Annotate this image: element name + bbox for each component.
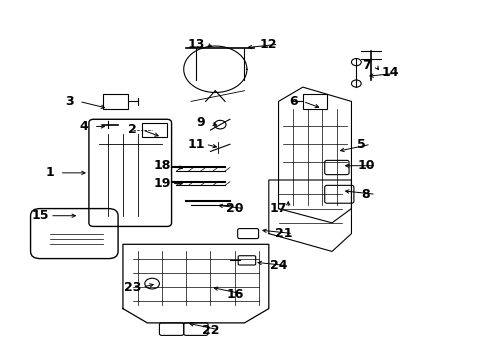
Text: 2: 2 xyxy=(128,123,137,136)
Text: 5: 5 xyxy=(356,138,365,151)
Text: 21: 21 xyxy=(274,227,291,240)
Text: 17: 17 xyxy=(269,202,286,215)
Text: 7: 7 xyxy=(361,59,370,72)
Text: 6: 6 xyxy=(288,95,297,108)
Text: 1: 1 xyxy=(45,166,54,179)
Text: 15: 15 xyxy=(31,209,49,222)
Text: 24: 24 xyxy=(269,259,286,272)
Text: 8: 8 xyxy=(361,188,369,201)
Text: 11: 11 xyxy=(187,138,204,151)
Text: 23: 23 xyxy=(124,281,141,294)
Text: 12: 12 xyxy=(260,38,277,51)
Text: 20: 20 xyxy=(225,202,243,215)
Text: 3: 3 xyxy=(65,95,74,108)
Text: 16: 16 xyxy=(225,288,243,301)
Text: 18: 18 xyxy=(153,159,170,172)
Text: 19: 19 xyxy=(153,177,170,190)
Text: 10: 10 xyxy=(357,159,374,172)
Text: 9: 9 xyxy=(196,116,204,129)
Text: 22: 22 xyxy=(202,324,219,337)
Text: 4: 4 xyxy=(80,120,88,133)
Text: 13: 13 xyxy=(187,38,204,51)
Text: 14: 14 xyxy=(381,66,398,79)
